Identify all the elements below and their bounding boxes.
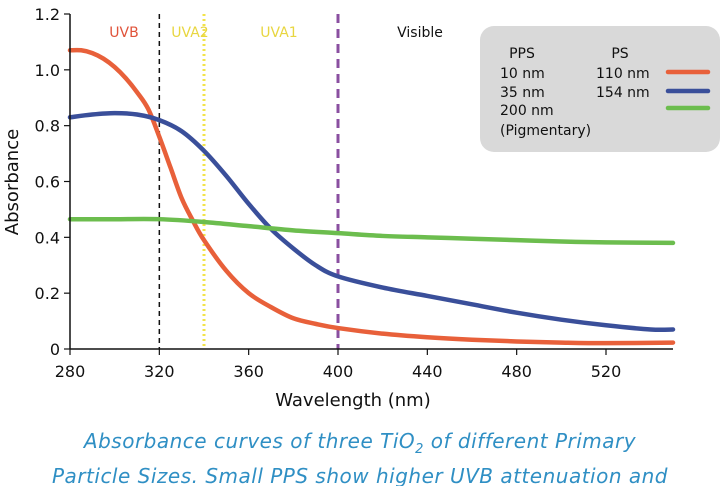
y-tick-label-0.4: 0.4 (35, 228, 60, 247)
legend-row-2-pps: 35 nm (500, 85, 545, 101)
y-tick-label-1.0: 1.0 (35, 61, 60, 80)
x-tick-label-320: 320 (144, 362, 175, 381)
ticks: 280 320 360 400 440 480 520 0 0.2 0.4 0.6 0.8 1.0 1.2 (35, 5, 622, 381)
region-label-uva2: UVA2 (171, 25, 208, 41)
x-axis-title: Wavelength (nm) (275, 390, 431, 411)
region-boundaries (158, 14, 340, 349)
y-tick-label-0: 0 (50, 340, 60, 359)
caption-line-2: Particle Sizes. Small PPS show higher UV… (52, 464, 668, 486)
legend-header-ps: PS (611, 46, 628, 62)
legend-row-1-pps: 10 nm (500, 66, 545, 82)
y-axis-title: Absorbance (2, 129, 23, 235)
region-labels: UVB UVA2 UVA1 Visible (109, 25, 443, 41)
y-tick-label-0.6: 0.6 (35, 173, 60, 192)
series-line-2 (67, 110, 676, 333)
x-tick-label-480: 480 (501, 362, 532, 381)
y-tick-label-1.2: 1.2 (35, 5, 60, 24)
legend-row-1-ps: 110 nm (596, 66, 650, 82)
legend: PPS PS 10 nm 110 nm 35 nm 154 nm 200 nm … (480, 26, 720, 152)
legend-header-pps: PPS (509, 46, 535, 62)
series-line-1 (67, 47, 676, 346)
figure-caption: Absorbance curves of three TiO2 of diffe… (0, 428, 720, 486)
region-label-uvb: UVB (109, 25, 138, 41)
y-tick-label-0.2: 0.2 (35, 284, 60, 303)
series-layer (67, 47, 676, 346)
legend-row-3-pps-note: (Pigmentary) (500, 123, 591, 139)
x-tick-label-280: 280 (55, 362, 86, 381)
x-tick-label-400: 400 (323, 362, 354, 381)
series-line-3 (67, 216, 676, 246)
region-label-uva1: UVA1 (260, 25, 297, 41)
region-label-visible: Visible (397, 25, 443, 41)
legend-row-2-ps: 154 nm (596, 85, 650, 101)
x-tick-label-360: 360 (233, 362, 264, 381)
x-tick-label-440: 440 (412, 362, 443, 381)
x-tick-label-520: 520 (591, 362, 622, 381)
caption-line-1: Absorbance curves of three TiO2 of diffe… (83, 429, 637, 457)
legend-box (480, 26, 720, 152)
y-tick-label-0.8: 0.8 (35, 117, 60, 136)
legend-row-3-pps: 200 nm (500, 103, 554, 119)
